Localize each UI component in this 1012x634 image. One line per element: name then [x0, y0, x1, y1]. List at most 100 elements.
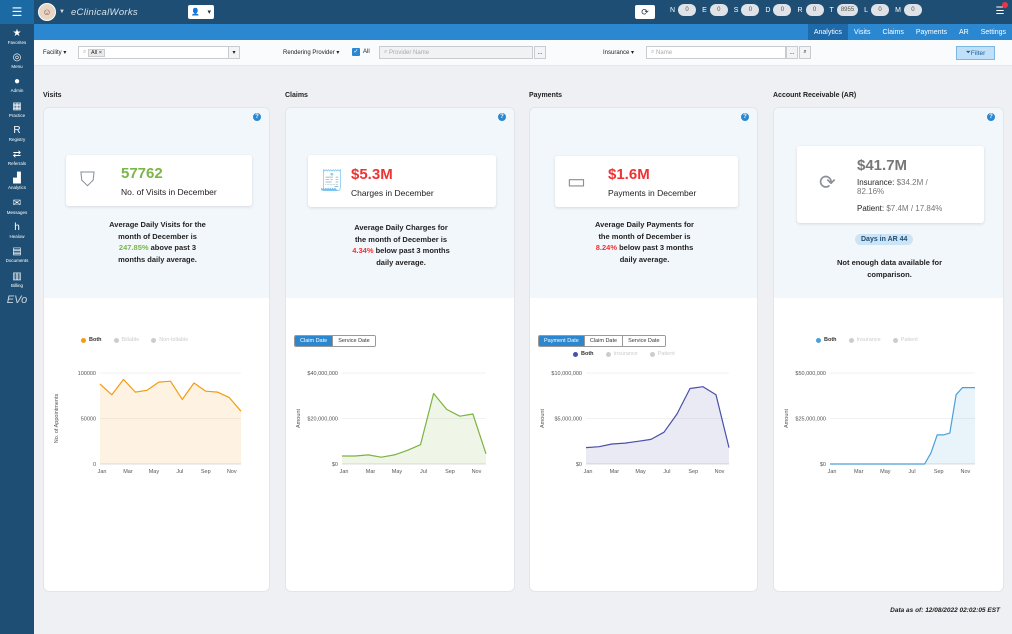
toggle-claim-date[interactable]: Claim Date — [584, 336, 624, 346]
counter-t[interactable]: T 8955 — [830, 4, 859, 16]
legend-item-both[interactable]: Both — [81, 337, 102, 343]
y-tick-label: $0 — [576, 462, 582, 468]
ar-help-icon[interactable]: ? — [987, 113, 995, 121]
counter-label: N — [670, 6, 676, 14]
x-tick-label: Sep — [688, 469, 698, 475]
filter-button[interactable]: ⏷ Filter — [956, 46, 995, 60]
ar-value: $41.7M — [857, 157, 908, 174]
provider-name-input[interactable]: ⌕ Provider Name — [379, 46, 533, 59]
sidebar-item-messages[interactable]: ✉ Messages — [0, 194, 34, 218]
tab-payments[interactable]: Payments — [915, 28, 947, 36]
x-tick-label: May — [880, 469, 891, 475]
insurance-name-input[interactable]: ⌕ Name — [646, 46, 786, 59]
x-tick-label: Jan — [584, 469, 593, 475]
messages-icon: ✉ — [12, 197, 22, 209]
toggle-payment-date[interactable]: Payment Date — [539, 336, 585, 346]
sidebar-item-label: Menu — [11, 63, 23, 69]
claims-card: ? 🧾 $5.3M Charges in December Average Da… — [285, 107, 515, 592]
avatar-chevron-down-icon[interactable]: ▼ — [59, 9, 65, 15]
x-tick-label: Nov — [961, 469, 971, 475]
payments-help-icon[interactable]: ? — [741, 113, 749, 121]
series-area — [586, 386, 729, 464]
insurance-lookup-button[interactable]: ... — [786, 46, 798, 59]
sidebar-item-admin[interactable]: ● Admin — [0, 73, 34, 97]
y-tick-label: $5,000,000 — [554, 417, 582, 423]
provider-lookup-button[interactable]: ... — [534, 46, 546, 59]
counter-value: 0 — [805, 4, 824, 16]
toggle-service-date[interactable]: Service Date — [623, 336, 665, 346]
visits-help-icon[interactable]: ? — [253, 113, 261, 121]
hamburger-menu-icon[interactable]: ☰ — [0, 0, 34, 24]
tab-visits[interactable]: Visits — [853, 28, 871, 36]
notifications-icon[interactable]: ☰ — [993, 2, 1008, 18]
sidebar-item-documents[interactable]: ▤ Documents — [0, 243, 34, 267]
legend-label: Both — [581, 351, 594, 357]
legend-item-patient[interactable]: Patient — [892, 337, 918, 343]
insurance-dropdown[interactable]: Insurance ▾ — [603, 50, 635, 56]
facility-chevron-down-icon[interactable]: ▾ — [228, 46, 240, 59]
tab-claims[interactable]: Claims — [882, 28, 904, 36]
x-tick-label: Jul — [909, 469, 916, 475]
legend-item-patient[interactable]: Patient — [649, 351, 675, 357]
counter-value: 8955 — [836, 4, 859, 16]
rendering-provider-dropdown[interactable]: Rendering Provider ▾ — [283, 50, 340, 56]
claims-help-icon[interactable]: ? — [498, 113, 506, 121]
user-avatar[interactable]: ☺ — [38, 3, 56, 21]
legend-item-billable[interactable]: Billable — [113, 337, 139, 343]
claims-sub: Charges in December — [351, 188, 434, 198]
sidebar-item-analytics[interactable]: ▟ Analytics — [0, 170, 34, 194]
sidebar-item-menu[interactable]: ◎ Menu — [0, 48, 34, 72]
counter-label: S — [733, 6, 739, 14]
legend-label: Both — [89, 337, 102, 343]
search-icon: ⌕ — [83, 49, 87, 55]
sidebar-item-referrals[interactable]: ⇄ Referrals — [0, 145, 34, 169]
tab-ar[interactable]: AR — [958, 28, 969, 36]
legend-label: Both — [824, 337, 837, 343]
toggle-service-date[interactable]: Service Date — [333, 336, 375, 346]
visits-description: Average Daily Visits for the month of De… — [109, 220, 206, 264]
legend-item-insurance[interactable]: Insurance — [605, 351, 638, 357]
claims-chart: $40,000,000 $20,000,000 $0 Amount Jan Mar May J… — [296, 371, 487, 475]
counter-label: R — [797, 6, 803, 14]
user-switch-button[interactable]: 👤 ▾ — [187, 5, 214, 19]
sidebar-item-label: Referrals — [7, 161, 27, 167]
sidebar-item-favorites[interactable]: ★ Favorites — [0, 24, 34, 48]
toggle-claim-date[interactable]: Claim Date — [295, 336, 334, 346]
tab-settings[interactable]: Settings — [980, 28, 1006, 36]
legend-item-both[interactable]: Both — [573, 351, 594, 357]
facility-input[interactable]: ⌕ All × — [78, 46, 240, 59]
sidebar-item-label: Practice — [8, 112, 26, 118]
sidebar-item-practice[interactable]: ▦ Practice — [0, 97, 34, 121]
claims-kpi: 🧾 $5.3M Charges in December — [308, 155, 496, 207]
registry-icon: R — [13, 124, 21, 136]
x-tick-label: Jul — [176, 469, 183, 475]
facility-tag[interactable]: All × — [88, 48, 105, 57]
insurance-search-button[interactable]: ⌕ — [799, 46, 811, 59]
visits-section-title: Visits — [43, 92, 62, 99]
payments-description: Average Daily Payments for the month of … — [595, 220, 694, 264]
tab-analytics[interactable]: Analytics — [807, 24, 848, 40]
y-tick-label: $10,000,000 — [551, 371, 582, 377]
facility-dropdown-label[interactable]: Facility ▾ — [43, 50, 67, 56]
legend-item-non-billable[interactable]: Non-billable — [151, 337, 188, 343]
sidebar-item-billing[interactable]: ▥ Billing — [0, 267, 34, 291]
sidebar-item-healow[interactable]: h Healow — [0, 218, 34, 242]
legend-item-insurance[interactable]: Insurance — [848, 337, 881, 343]
legend-item-both[interactable]: Both — [816, 337, 837, 343]
sidebar-item-registry[interactable]: R Registry — [0, 121, 34, 145]
search-icon: ⌕ — [384, 49, 388, 55]
rendering-all-checkbox[interactable]: ✓ — [352, 48, 360, 56]
payments-legend: Both Insurance Patient — [573, 351, 675, 357]
visits-card: ? ⛉ 57762 No. of Visits in December Aver… — [43, 107, 270, 592]
payments-section-title: Payments — [529, 92, 563, 99]
sidebar: ★ Favorites ◎ Menu ● Admin ▦ Practice R Registry ⇄… — [0, 24, 34, 634]
legend-bullet — [892, 337, 898, 343]
refresh-button[interactable]: ⟳ — [635, 5, 655, 19]
